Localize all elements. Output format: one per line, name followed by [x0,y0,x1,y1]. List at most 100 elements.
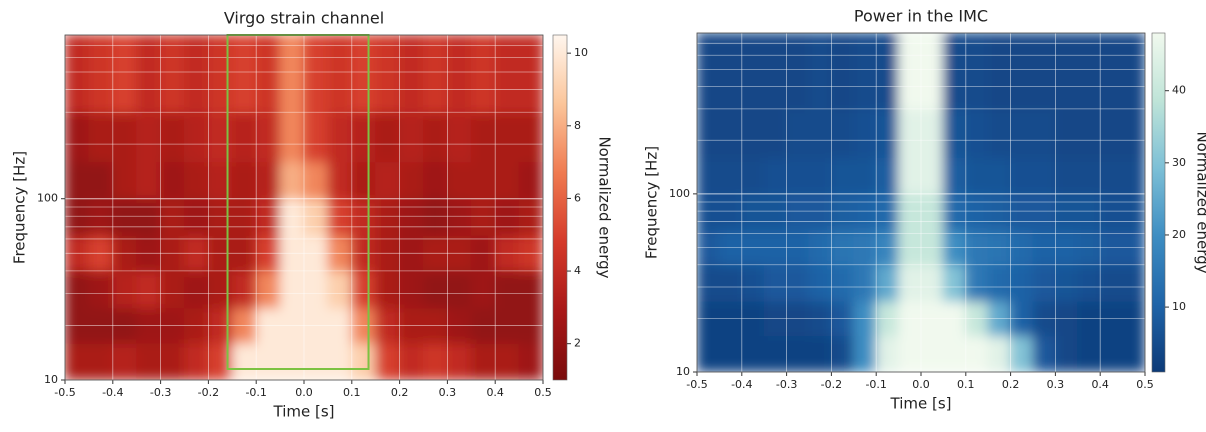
heat-cell [280,35,305,113]
heat-cell [88,198,113,235]
heat-cell [423,161,448,199]
heat-cell [136,198,161,235]
x-tick-label: 0.3 [439,386,457,399]
heat-cell [447,342,472,380]
heat-cell [764,264,787,301]
heat-cell [351,270,376,308]
heat-cell [831,33,854,110]
heat-cell [112,270,137,308]
x-tick-label: -0.2 [821,378,842,391]
heat-cell [764,335,787,372]
heat-cell [351,35,376,113]
heat-cell [1100,108,1123,158]
heat-cell [1100,157,1123,194]
heat-cell [943,108,966,158]
heat-cell [1055,264,1078,301]
heat-cell [112,112,137,162]
heat-cell [1122,335,1145,372]
heat-cell [1033,264,1056,301]
heat-cell [65,161,90,199]
heat-cell [741,33,764,110]
heat-cell [351,342,376,380]
heat-cell [399,112,424,162]
chart-title: Virgo strain channel [224,9,384,28]
heat-cell [853,157,876,194]
heat-cell [921,33,944,110]
heat-cell [831,108,854,158]
heat-cell [1100,33,1123,110]
heat-cell [447,270,472,308]
heat-cell [136,35,161,113]
heat-cell [471,270,496,308]
heat-cell [160,112,185,162]
heat-cell [876,108,899,158]
heat-cell [160,35,185,113]
heat-cell [232,112,257,162]
heat-cell [65,112,90,162]
heat-cell [853,335,876,372]
heat-cell [208,112,233,162]
heat-cell [1055,193,1078,230]
x-tick-label: 0.1 [343,386,361,399]
heat-cell [853,264,876,301]
heat-cell [232,161,257,199]
heat-cell [786,108,809,158]
heat-cell [304,270,329,308]
heat-cell [256,270,281,308]
heat-cell [65,342,90,380]
heat-cell [1033,193,1056,230]
heat-cell [719,108,742,158]
x-axis-label: Time [s] [273,403,335,421]
heat-cell [423,198,448,235]
heat-cell [965,193,988,230]
heat-cell [988,157,1011,194]
heat-cell [471,198,496,235]
heat-cell [1077,108,1100,158]
heat-cell [184,112,209,162]
heat-cell [965,33,988,110]
x-tick-label: -0.3 [150,386,171,399]
x-tick-label: 0.4 [486,386,504,399]
heat-cell [988,33,1011,110]
x-tick-label: -0.1 [865,378,886,391]
heat-cell [208,270,233,308]
heat-cell [1055,157,1078,194]
heat-cell [741,157,764,194]
x-tick-label: 0.3 [1047,378,1065,391]
heat-cell [697,108,720,158]
heat-cell [519,112,544,162]
colorbar [1152,33,1165,372]
heat-cell [719,193,742,230]
heat-cell [764,193,787,230]
heat-cell [1122,33,1145,110]
heat-cell [375,198,400,235]
heat-cell [399,198,424,235]
heat-cell [399,161,424,199]
heat-cell [136,270,161,308]
heat-cell [1033,157,1056,194]
heat-cell [988,193,1011,230]
heat-cell [280,270,305,308]
heat-cell [232,270,257,308]
heat-cell [853,33,876,110]
heat-cell [495,198,520,235]
heat-cell [471,161,496,199]
heat-cell [831,157,854,194]
heat-cell [136,112,161,162]
x-tick-label: -0.4 [102,386,123,399]
heat-cell [495,35,520,113]
heat-cell [809,193,832,230]
heat-cell [256,198,281,235]
heat-cell [741,335,764,372]
heat-cell [447,161,472,199]
x-tick-label: -0.4 [731,378,752,391]
heat-cell [184,35,209,113]
heat-cell [1010,193,1033,230]
heat-cell [375,161,400,199]
heat-cell [519,270,544,308]
heat-cell [208,161,233,199]
heat-cell [943,193,966,230]
heat-cell [719,157,742,194]
x-tick-label: 0.5 [1136,378,1154,391]
